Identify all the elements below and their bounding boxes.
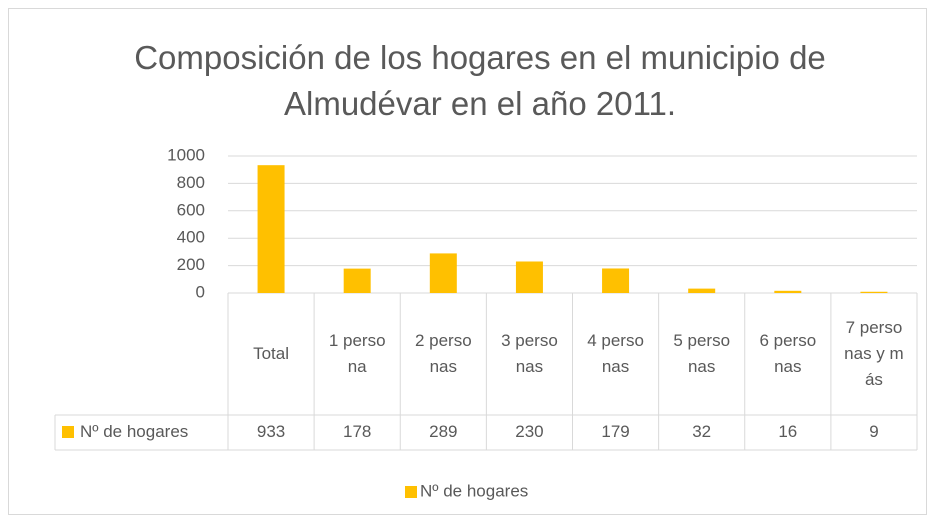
category-cell: 4 personas bbox=[587, 331, 644, 376]
y-tick-label: 800 bbox=[177, 173, 205, 192]
table-value: 16 bbox=[778, 422, 797, 441]
title-box: Composición de los hogares en el municip… bbox=[134, 39, 826, 122]
y-tick-label: 600 bbox=[177, 200, 205, 219]
x-tick-label: 3 personas bbox=[501, 331, 558, 376]
table-value: 289 bbox=[429, 422, 457, 441]
category-cell: 2 personas bbox=[414, 331, 472, 376]
table-value: 230 bbox=[515, 422, 543, 441]
y-tick-label: 1000 bbox=[167, 145, 205, 164]
legend-key bbox=[405, 486, 417, 498]
bar bbox=[602, 268, 630, 293]
category-cell: 3 personas bbox=[501, 331, 558, 376]
category-cell: 5 personas bbox=[673, 331, 731, 376]
x-tick-label: 4 personas bbox=[587, 331, 644, 376]
category-cell: 7 personas y más bbox=[844, 318, 904, 389]
legend-label: Nº de hogares bbox=[420, 481, 528, 500]
legend-key bbox=[62, 426, 74, 438]
category-cell: Total bbox=[253, 344, 290, 363]
bar bbox=[860, 291, 888, 293]
chart-border bbox=[8, 8, 927, 515]
chart-title: Composición de los hogares en el municip… bbox=[134, 39, 826, 122]
x-tick-label: 7 personas y más bbox=[844, 318, 904, 389]
y-tick-label: 0 bbox=[196, 282, 205, 301]
bar bbox=[343, 268, 371, 293]
table-value: 9 bbox=[869, 422, 878, 441]
x-tick-label: 5 personas bbox=[673, 331, 731, 376]
table-value: 178 bbox=[343, 422, 371, 441]
bar bbox=[429, 253, 457, 293]
bar bbox=[257, 165, 285, 293]
bar bbox=[774, 290, 802, 293]
category-cell: 6 personas bbox=[759, 331, 817, 376]
bar bbox=[515, 261, 543, 293]
bar bbox=[688, 288, 716, 293]
table-value: 32 bbox=[692, 422, 711, 441]
x-tick-label: 2 personas bbox=[414, 331, 472, 376]
table-value: 179 bbox=[601, 422, 629, 441]
table-value: 933 bbox=[257, 422, 285, 441]
y-tick-label: 400 bbox=[177, 228, 205, 247]
table-series-name: Nº de hogares bbox=[80, 422, 188, 441]
x-tick-label: 1 persona bbox=[328, 331, 386, 376]
x-tick-label: 6 personas bbox=[759, 331, 817, 376]
y-tick-label: 200 bbox=[177, 255, 205, 274]
x-tick-label: Total bbox=[253, 344, 290, 363]
category-cell: 1 persona bbox=[328, 331, 386, 376]
